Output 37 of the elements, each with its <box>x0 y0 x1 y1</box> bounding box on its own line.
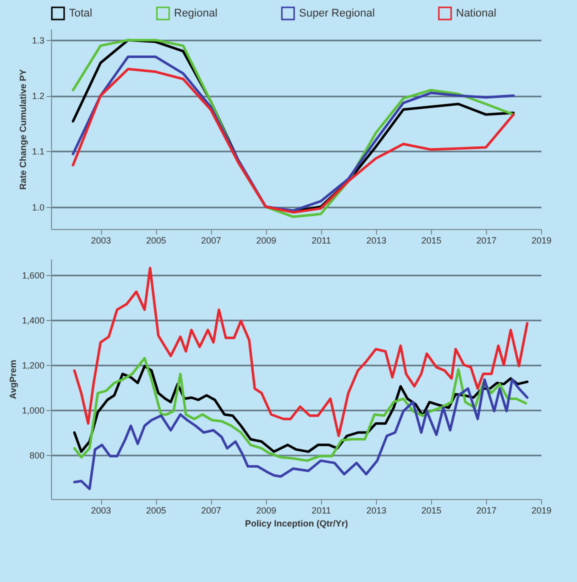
x-tick-label: 2011 <box>312 236 331 246</box>
legend-label: Super Regional <box>299 7 375 20</box>
y-tick-label: 1,000 <box>22 405 44 416</box>
x-tick-label: 2009 <box>256 236 276 246</box>
x-tick-label: 2015 <box>421 506 442 516</box>
x-tick-label: 2007 <box>201 236 222 246</box>
y-axis-title: Rate Change Cumulative PY <box>18 69 28 190</box>
x-tick-label: 2003 <box>91 236 112 246</box>
y-tick-label: 1.3 <box>32 36 44 46</box>
y-tick-label: 800 <box>29 450 44 461</box>
x-tick-label: 2009 <box>256 506 276 516</box>
legend-label: Total <box>69 7 92 20</box>
x-tick-label: 2013 <box>366 506 386 516</box>
y-axis-title: AvgPrem <box>8 360 18 400</box>
y-tick-label: 1,600 <box>22 270 44 280</box>
x-tick-label: 2019 <box>531 236 552 246</box>
x-tick-label: 2017 <box>476 236 496 246</box>
y-tick-label: 1.0 <box>32 202 44 212</box>
line-series <box>73 378 528 490</box>
x-tick-label: 2011 <box>312 506 331 516</box>
x-tick-label: 2003 <box>91 506 112 516</box>
x-tick-label: 2013 <box>366 236 386 246</box>
x-tick-label: 2017 <box>476 506 496 516</box>
y-tick-label: 1.2 <box>32 91 44 102</box>
y-tick-label: 1.1 <box>32 146 44 157</box>
y-tick-label: 1,400 <box>22 315 44 326</box>
y-tick-label: 1,200 <box>22 360 44 370</box>
legend-label: National <box>456 7 496 20</box>
x-tick-label: 2019 <box>531 506 552 516</box>
line-series <box>73 356 528 462</box>
x-tick-label: 2007 <box>201 506 222 516</box>
x-axis-title: Policy Inception (Qtr/Yr) <box>244 518 348 528</box>
x-tick-label: 2005 <box>146 506 166 516</box>
line-series <box>73 266 528 438</box>
x-tick-label: 2015 <box>421 236 442 246</box>
x-tick-label: 2005 <box>146 236 166 246</box>
legend-label: Regional <box>174 7 218 20</box>
